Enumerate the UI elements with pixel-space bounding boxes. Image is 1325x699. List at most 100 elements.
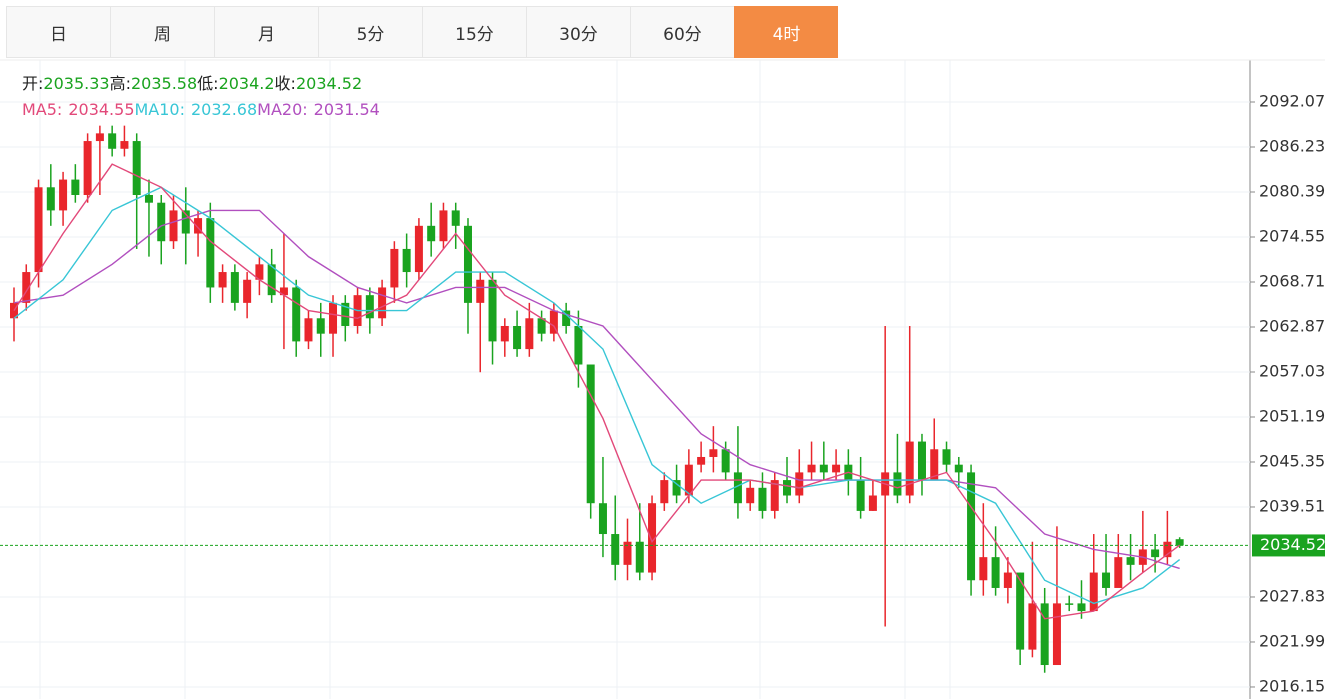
candle-body xyxy=(930,449,939,481)
candle-body xyxy=(721,449,730,473)
candle-body xyxy=(513,325,522,350)
ohlc-info: 开:2035.33高:2035.58低:2034.2收:2034.52 xyxy=(22,74,362,93)
candle-body xyxy=(1016,572,1025,650)
candle-body xyxy=(267,264,276,296)
candle-body xyxy=(525,318,534,350)
candle-body xyxy=(549,310,558,334)
candle-body xyxy=(108,133,117,149)
last-price-box xyxy=(1252,534,1325,557)
candle-body xyxy=(169,210,178,242)
candle-body xyxy=(648,503,657,573)
candle-body xyxy=(1151,549,1160,558)
candle-body xyxy=(427,225,436,242)
candle-body xyxy=(71,179,80,195)
candle-body xyxy=(329,302,338,334)
candle-body xyxy=(574,325,583,365)
candle-body xyxy=(365,295,374,319)
tab[interactable]: 4时 xyxy=(734,6,838,58)
candle-body xyxy=(218,272,227,288)
ma-value: 2032.68 xyxy=(191,100,257,119)
tab[interactable]: 60分 xyxy=(630,6,734,58)
ma-label: MA20: xyxy=(257,100,308,119)
candle-body xyxy=(697,456,706,465)
y-tick-label: 2016.15 xyxy=(1259,676,1325,695)
last-price-label: 2034.52 xyxy=(1260,535,1325,554)
candle-body xyxy=(144,194,153,203)
info-label: 开: xyxy=(22,74,43,93)
candle-body xyxy=(537,318,546,334)
ma-label: MA10: xyxy=(135,100,186,119)
candle-body xyxy=(795,472,804,496)
y-tick-label: 2027.83 xyxy=(1259,586,1325,605)
tab[interactable]: 月 xyxy=(214,6,318,58)
candle-body xyxy=(83,141,92,195)
y-tick-label: 2092.07 xyxy=(1259,91,1325,110)
candle-body xyxy=(868,495,877,511)
candle-body xyxy=(586,364,595,504)
candle-body xyxy=(255,264,264,280)
candle-body xyxy=(463,225,472,303)
candle-body xyxy=(500,325,509,342)
candle-body xyxy=(807,464,816,473)
candle-body xyxy=(832,464,841,473)
candle-body xyxy=(954,464,963,473)
candle-body xyxy=(476,279,485,303)
y-tick-label: 2057.03 xyxy=(1259,361,1325,380)
candle-body xyxy=(46,187,55,211)
info-label: 收: xyxy=(275,74,296,93)
tab[interactable]: 5分 xyxy=(318,6,422,58)
candle-body xyxy=(22,272,31,303)
candle-body xyxy=(414,225,423,273)
candle-body xyxy=(132,141,141,195)
y-tick-label: 2080.39 xyxy=(1259,181,1325,200)
info-value: 2034.2 xyxy=(219,74,275,93)
candle-body xyxy=(451,210,460,226)
y-tick-label: 2086.23 xyxy=(1259,136,1325,155)
candle-body xyxy=(1163,541,1172,558)
candle-body xyxy=(991,557,1000,588)
candle-body xyxy=(979,557,988,581)
candle-body xyxy=(304,318,313,342)
ma-value: 2034.55 xyxy=(68,100,134,119)
ma-line xyxy=(13,163,1181,620)
candle-body xyxy=(1052,603,1061,666)
y-tick-label: 2021.99 xyxy=(1259,631,1325,650)
candle-body xyxy=(292,287,301,342)
candle-body xyxy=(488,279,497,342)
info-label: 低: xyxy=(197,74,218,93)
ma-line xyxy=(13,186,1181,605)
y-tick-label: 2062.87 xyxy=(1259,316,1325,335)
ma-label: MA5: xyxy=(22,100,62,119)
candle-body xyxy=(243,279,252,303)
tab[interactable]: 15分 xyxy=(422,6,526,58)
candle-body xyxy=(819,464,828,473)
candle-body xyxy=(917,441,926,481)
candle-body xyxy=(623,541,632,565)
candle-body xyxy=(34,187,43,273)
tab[interactable]: 周 xyxy=(110,6,214,58)
info-value: 2034.52 xyxy=(296,74,362,93)
candle-body xyxy=(194,218,203,234)
y-tick-label: 2068.71 xyxy=(1259,271,1325,290)
candle-body xyxy=(1028,603,1037,650)
info-value: 2035.33 xyxy=(43,74,109,93)
candle-body xyxy=(341,302,350,326)
candle-body xyxy=(660,480,669,504)
tab[interactable]: 日 xyxy=(6,6,110,58)
candle-body xyxy=(279,287,288,296)
candle-body xyxy=(770,480,779,511)
candle-body xyxy=(672,480,681,496)
candle-body xyxy=(1077,603,1086,612)
candle-body xyxy=(181,210,190,234)
candle-body xyxy=(316,318,325,334)
candle-body xyxy=(1065,603,1074,605)
candle-body xyxy=(684,464,693,496)
candle-body xyxy=(59,179,68,211)
candle-body xyxy=(390,248,399,288)
candle-body xyxy=(611,534,620,565)
y-tick-label: 2074.55 xyxy=(1259,226,1325,245)
candle-body xyxy=(1175,539,1184,546)
info-value: 2035.58 xyxy=(131,74,197,93)
tab[interactable]: 30分 xyxy=(526,6,630,58)
